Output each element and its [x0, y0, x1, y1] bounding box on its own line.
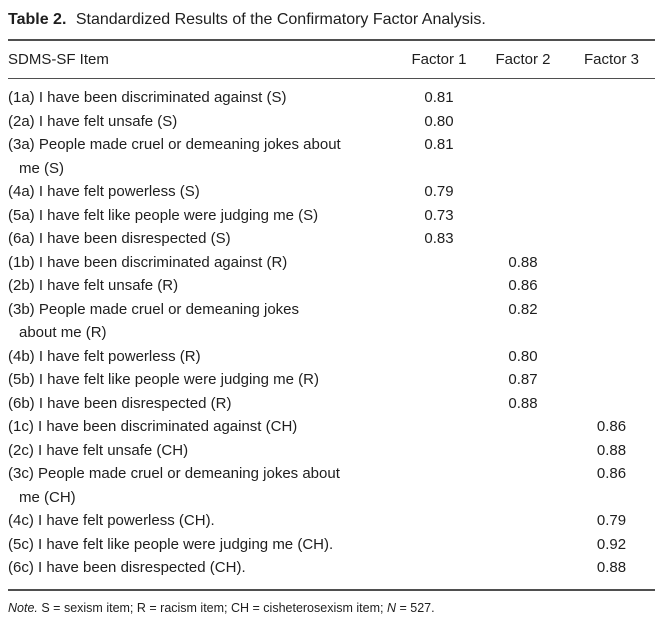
table-row: (5b) I have felt like people were judgin… — [8, 368, 655, 392]
factor2-cell: 0.86 — [508, 277, 538, 294]
item-cell: (6a) I have been disrespected (S) — [8, 230, 231, 247]
table-row: (3b) People made cruel or demeaning joke… — [8, 298, 655, 345]
factor1-cell: 0.79 — [424, 183, 454, 200]
table-row: (6c) I have been disrespected (CH). 0.88 — [8, 556, 655, 580]
table-row: (3a) People made cruel or demeaning joke… — [8, 133, 655, 180]
table-row: (5c) I have felt like people were judgin… — [8, 533, 655, 557]
column-header-factor2: Factor 2 — [495, 51, 551, 68]
table-row: (6b) I have been disrespected (R) 0.88 — [8, 392, 655, 416]
table-row: (1a) I have been discriminated against (… — [8, 86, 655, 110]
table-row: (5a) I have felt like people were judgin… — [8, 204, 655, 228]
item-cell: (3b) People made cruel or demeaning joke… — [8, 300, 299, 342]
table-row: (1c) I have been discriminated against (… — [8, 415, 655, 439]
factor2-cell: 0.82 — [508, 300, 538, 318]
note-n-value: = 527. — [399, 600, 435, 615]
item-cell: (2c) I have felt unsafe (CH) — [8, 441, 189, 459]
note-label: Note. — [8, 600, 38, 615]
paper-table-figure: Table 2. Standardized Results of the Con… — [8, 10, 655, 616]
table-row: (4c) I have felt powerless (CH). 0.79 — [8, 509, 655, 533]
table-title: Table 2. Standardized Results of the Con… — [8, 10, 655, 30]
item-cell: (1c) I have been discriminated against (… — [8, 418, 298, 435]
table-body: (1a) I have been discriminated against (… — [8, 79, 655, 589]
table-caption: Standardized Results of the Confirmatory… — [75, 11, 486, 28]
table-number-label: Table 2. — [8, 11, 67, 28]
note-n-symbol: N — [386, 600, 396, 615]
item-cell: (3a) People made cruel or demeaning joke… — [8, 136, 341, 177]
factor1-cell: 0.81 — [424, 136, 454, 153]
item-cell: (4c) I have felt powerless (CH). — [8, 512, 215, 529]
item-cell: (4a) I have felt powerless (S) — [8, 183, 200, 200]
item-cell: (1a) I have been discriminated against (… — [8, 89, 287, 106]
factor3-cell: 0.86 — [596, 418, 627, 435]
note-body: S = sexism item; R = racism item; CH = c… — [41, 600, 384, 615]
table-row: (2b) I have felt unsafe (R) 0.86 — [8, 274, 655, 298]
factor1-cell: 0.81 — [424, 89, 454, 106]
factor3-cell: 0.79 — [596, 512, 627, 529]
item-cell: (5c) I have felt like people were judgin… — [8, 535, 334, 553]
table-row: (4b) I have felt powerless (R) 0.80 — [8, 345, 655, 369]
column-header-factor3: Factor 3 — [583, 51, 640, 68]
factor3-cell: 0.88 — [596, 441, 627, 459]
table-row: (2c) I have felt unsafe (CH) 0.88 — [8, 439, 655, 463]
factor2-cell: 0.80 — [508, 347, 538, 365]
top-rule — [8, 39, 655, 41]
item-cell: (6b) I have been disrespected (R) — [8, 394, 232, 412]
bottom-rule — [8, 588, 655, 591]
factor3-cell: 0.86 — [596, 465, 627, 482]
table-row: (6a) I have been disrespected (S) 0.83 — [8, 227, 655, 251]
table-row: (2a) I have felt unsafe (S) 0.80 — [8, 110, 655, 134]
item-cell: (2b) I have felt unsafe (R) — [8, 277, 179, 294]
factor1-cell: 0.80 — [424, 112, 454, 130]
table-note: Note. S = sexism item; R = racism item; … — [8, 600, 655, 616]
factor2-cell: 0.88 — [508, 394, 538, 412]
table-header-row: SDMS-SF Item Factor 1 Factor 2 Factor 3 — [8, 41, 655, 78]
column-header-factor1: Factor 1 — [411, 51, 467, 68]
item-cell: (5b) I have felt like people were judgin… — [8, 371, 319, 388]
item-cell: (4b) I have felt powerless (R) — [8, 347, 201, 365]
factor3-cell: 0.92 — [596, 535, 627, 553]
factor1-cell: 0.83 — [424, 230, 454, 247]
column-header-item: SDMS-SF Item — [8, 51, 109, 68]
factor1-cell: 0.73 — [424, 206, 454, 224]
item-cell: (1b) I have been discriminated against (… — [8, 253, 288, 271]
item-cell: (6c) I have been disrespected (CH). — [8, 559, 246, 576]
table-row: (1b) I have been discriminated against (… — [8, 251, 655, 275]
item-cell: (5a) I have felt like people were judgin… — [8, 206, 319, 224]
factor2-cell: 0.87 — [508, 371, 538, 388]
factor3-cell: 0.88 — [596, 559, 627, 576]
table-row: (4a) I have felt powerless (S) 0.79 — [8, 180, 655, 204]
header-rule — [8, 78, 655, 79]
factor2-cell: 0.88 — [508, 253, 538, 271]
item-cell: (2a) I have felt unsafe (S) — [8, 112, 178, 130]
item-cell: (3c) People made cruel or demeaning joke… — [8, 465, 340, 506]
table-row: (3c) People made cruel or demeaning joke… — [8, 462, 655, 509]
